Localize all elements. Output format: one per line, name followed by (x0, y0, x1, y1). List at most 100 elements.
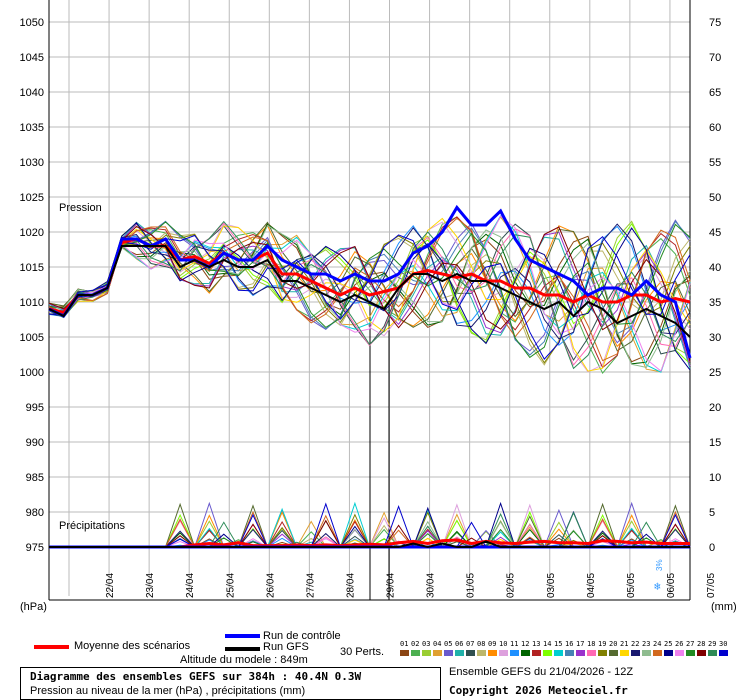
chart-subtitle: Pression au niveau de la mer (hPa) , pré… (30, 685, 306, 697)
perturbation-number: 19 (598, 640, 607, 648)
perturbation-swatch (488, 650, 497, 656)
x-tick-label: 02/05 (506, 573, 517, 598)
right-tick-label: 65 (709, 87, 721, 99)
right-tick-label: 60 (709, 122, 721, 134)
perturbation-number: 13 (532, 640, 541, 648)
perturbation-swatch (620, 650, 629, 656)
left-tick-label: 1030 (20, 157, 44, 169)
perturbation-number: 06 (455, 640, 464, 648)
perturbation-number: 21 (620, 640, 629, 648)
right-tick-label: 0 (709, 542, 715, 554)
x-tick-label: 25/04 (225, 573, 236, 598)
control-legend-line (225, 634, 260, 638)
perturbation-swatch (455, 650, 464, 656)
perts-legend-label: 30 Perts. (340, 646, 385, 658)
perturbation-swatch (576, 650, 585, 656)
perturbation-swatch (642, 650, 651, 656)
right-tick-label: 35 (709, 297, 721, 309)
perturbation-number: 26 (675, 640, 684, 648)
x-tick-label: 06/05 (666, 573, 677, 598)
perturbation-number: 03 (422, 640, 431, 648)
series-pressure-line-gfs (48, 245, 691, 338)
perturbation-swatch (400, 650, 409, 656)
chart-title: Diagramme des ensembles GEFS sur 384h : … (30, 670, 362, 683)
perturbation-number: 14 (543, 640, 552, 648)
left-tick-label: 1045 (20, 52, 44, 64)
right-tick-label: 25 (709, 367, 721, 379)
left-tick-label: 990 (26, 437, 44, 449)
right-tick-label: 75 (709, 17, 721, 29)
x-tick-label: 30/04 (426, 573, 437, 598)
gfs-legend-label: Run GFS (263, 641, 309, 653)
right-tick-label: 10 (709, 472, 721, 484)
perturbation-pressure-line (48, 222, 691, 371)
perturbation-swatch (411, 650, 420, 656)
left-tick-label: 1005 (20, 332, 44, 344)
perturbation-swatch (521, 650, 530, 656)
series-precip-line-gfs (49, 540, 690, 549)
perturbation-swatch (565, 650, 574, 656)
left-tick-label: 1050 (20, 17, 44, 29)
perturbation-number: 15 (554, 640, 563, 648)
x-tick-label: 29/04 (386, 573, 397, 598)
perturbation-number: 04 (433, 640, 442, 648)
left-tick-label: 1020 (20, 227, 44, 239)
right-tick-label: 70 (709, 52, 721, 64)
perturbation-number: 02 (411, 640, 420, 648)
perturbation-pressure-line (48, 216, 691, 373)
right-tick-label: 45 (709, 227, 721, 239)
mean-legend-label: Moyenne des scénarios (74, 640, 191, 652)
x-tick-label: 05/05 (626, 573, 637, 598)
perturbation-swatch (466, 650, 475, 656)
left-tick-label: 995 (26, 402, 44, 414)
left-tick-label: 1025 (20, 192, 44, 204)
mean-legend-line (34, 645, 69, 649)
perturbation-swatch (532, 650, 541, 656)
left-tick-label: 985 (26, 472, 44, 484)
perturbation-number: 25 (664, 640, 673, 648)
perturbation-number: 11 (510, 640, 519, 648)
pressure-section-label: Pression (59, 202, 102, 214)
series-pressure-line-control (48, 204, 692, 359)
perturbation-swatch (444, 650, 453, 656)
x-tick-label: 03/05 (546, 573, 557, 598)
snow-icon: ❄ (654, 580, 661, 593)
perturbation-pressure-line (48, 224, 691, 368)
left-tick-label: 1010 (20, 297, 44, 309)
perturbation-number: 07 (466, 640, 475, 648)
perturbation-swatch (433, 650, 442, 656)
perturbation-number: 29 (708, 640, 717, 648)
perturbation-number: 18 (587, 640, 596, 648)
x-tick-label: 01/05 (466, 573, 477, 598)
perturbation-swatch (477, 650, 486, 656)
snow-probability-label: 3% (655, 559, 664, 571)
perturbation-number: 28 (697, 640, 706, 648)
perturbation-number: 09 (488, 640, 497, 648)
right-tick-label: 15 (709, 437, 721, 449)
perturbation-number: 01 (400, 640, 409, 648)
right-tick-label: 5 (709, 507, 715, 519)
altitude-label: Altitude du modele : 849m (180, 654, 308, 666)
perturbation-pressure-line (48, 217, 691, 362)
left-tick-label: 1035 (20, 122, 44, 134)
left-tick-label: 975 (26, 542, 44, 554)
perturbation-number: 30 (719, 640, 728, 648)
perturbation-number: 10 (499, 640, 508, 648)
perturbation-swatch (675, 650, 684, 656)
perturbation-swatch (510, 650, 519, 656)
left-tick-label: 1015 (20, 262, 44, 274)
perturbation-pressure-line (48, 220, 691, 370)
perturbation-swatch (719, 650, 728, 656)
perturbation-swatch (554, 650, 563, 656)
perturbation-number: 20 (609, 640, 618, 648)
x-tick-label: 04/05 (586, 573, 597, 598)
copyright-label: Copyright 2026 Meteociel.fr (449, 684, 628, 697)
perturbation-pressure-line (48, 220, 691, 356)
left-axis-unit: (hPa) (20, 601, 47, 613)
right-tick-label: 40 (709, 262, 721, 274)
x-tick-label: 27/04 (305, 573, 316, 598)
ensemble-run-label: Ensemble GEFS du 21/04/2026 - 12Z (449, 666, 634, 678)
perturbation-swatch (708, 650, 717, 656)
x-tick-label: 26/04 (265, 573, 276, 598)
